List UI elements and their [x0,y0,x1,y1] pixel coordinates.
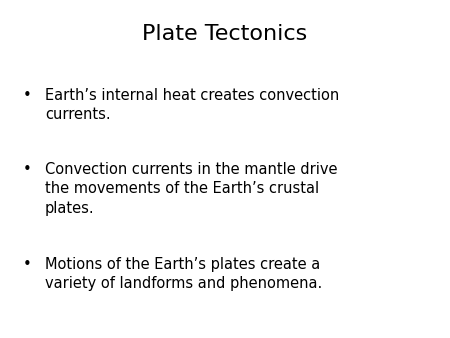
Text: Motions of the Earth’s plates create a
variety of landforms and phenomena.: Motions of the Earth’s plates create a v… [45,257,322,291]
Text: •: • [22,88,32,103]
Text: •: • [22,162,32,177]
Text: •: • [22,257,32,272]
Text: Plate Tectonics: Plate Tectonics [142,24,308,44]
Text: Earth’s internal heat creates convection
currents.: Earth’s internal heat creates convection… [45,88,339,122]
Text: Convection currents in the mantle drive
the movements of the Earth’s crustal
pla: Convection currents in the mantle drive … [45,162,338,216]
